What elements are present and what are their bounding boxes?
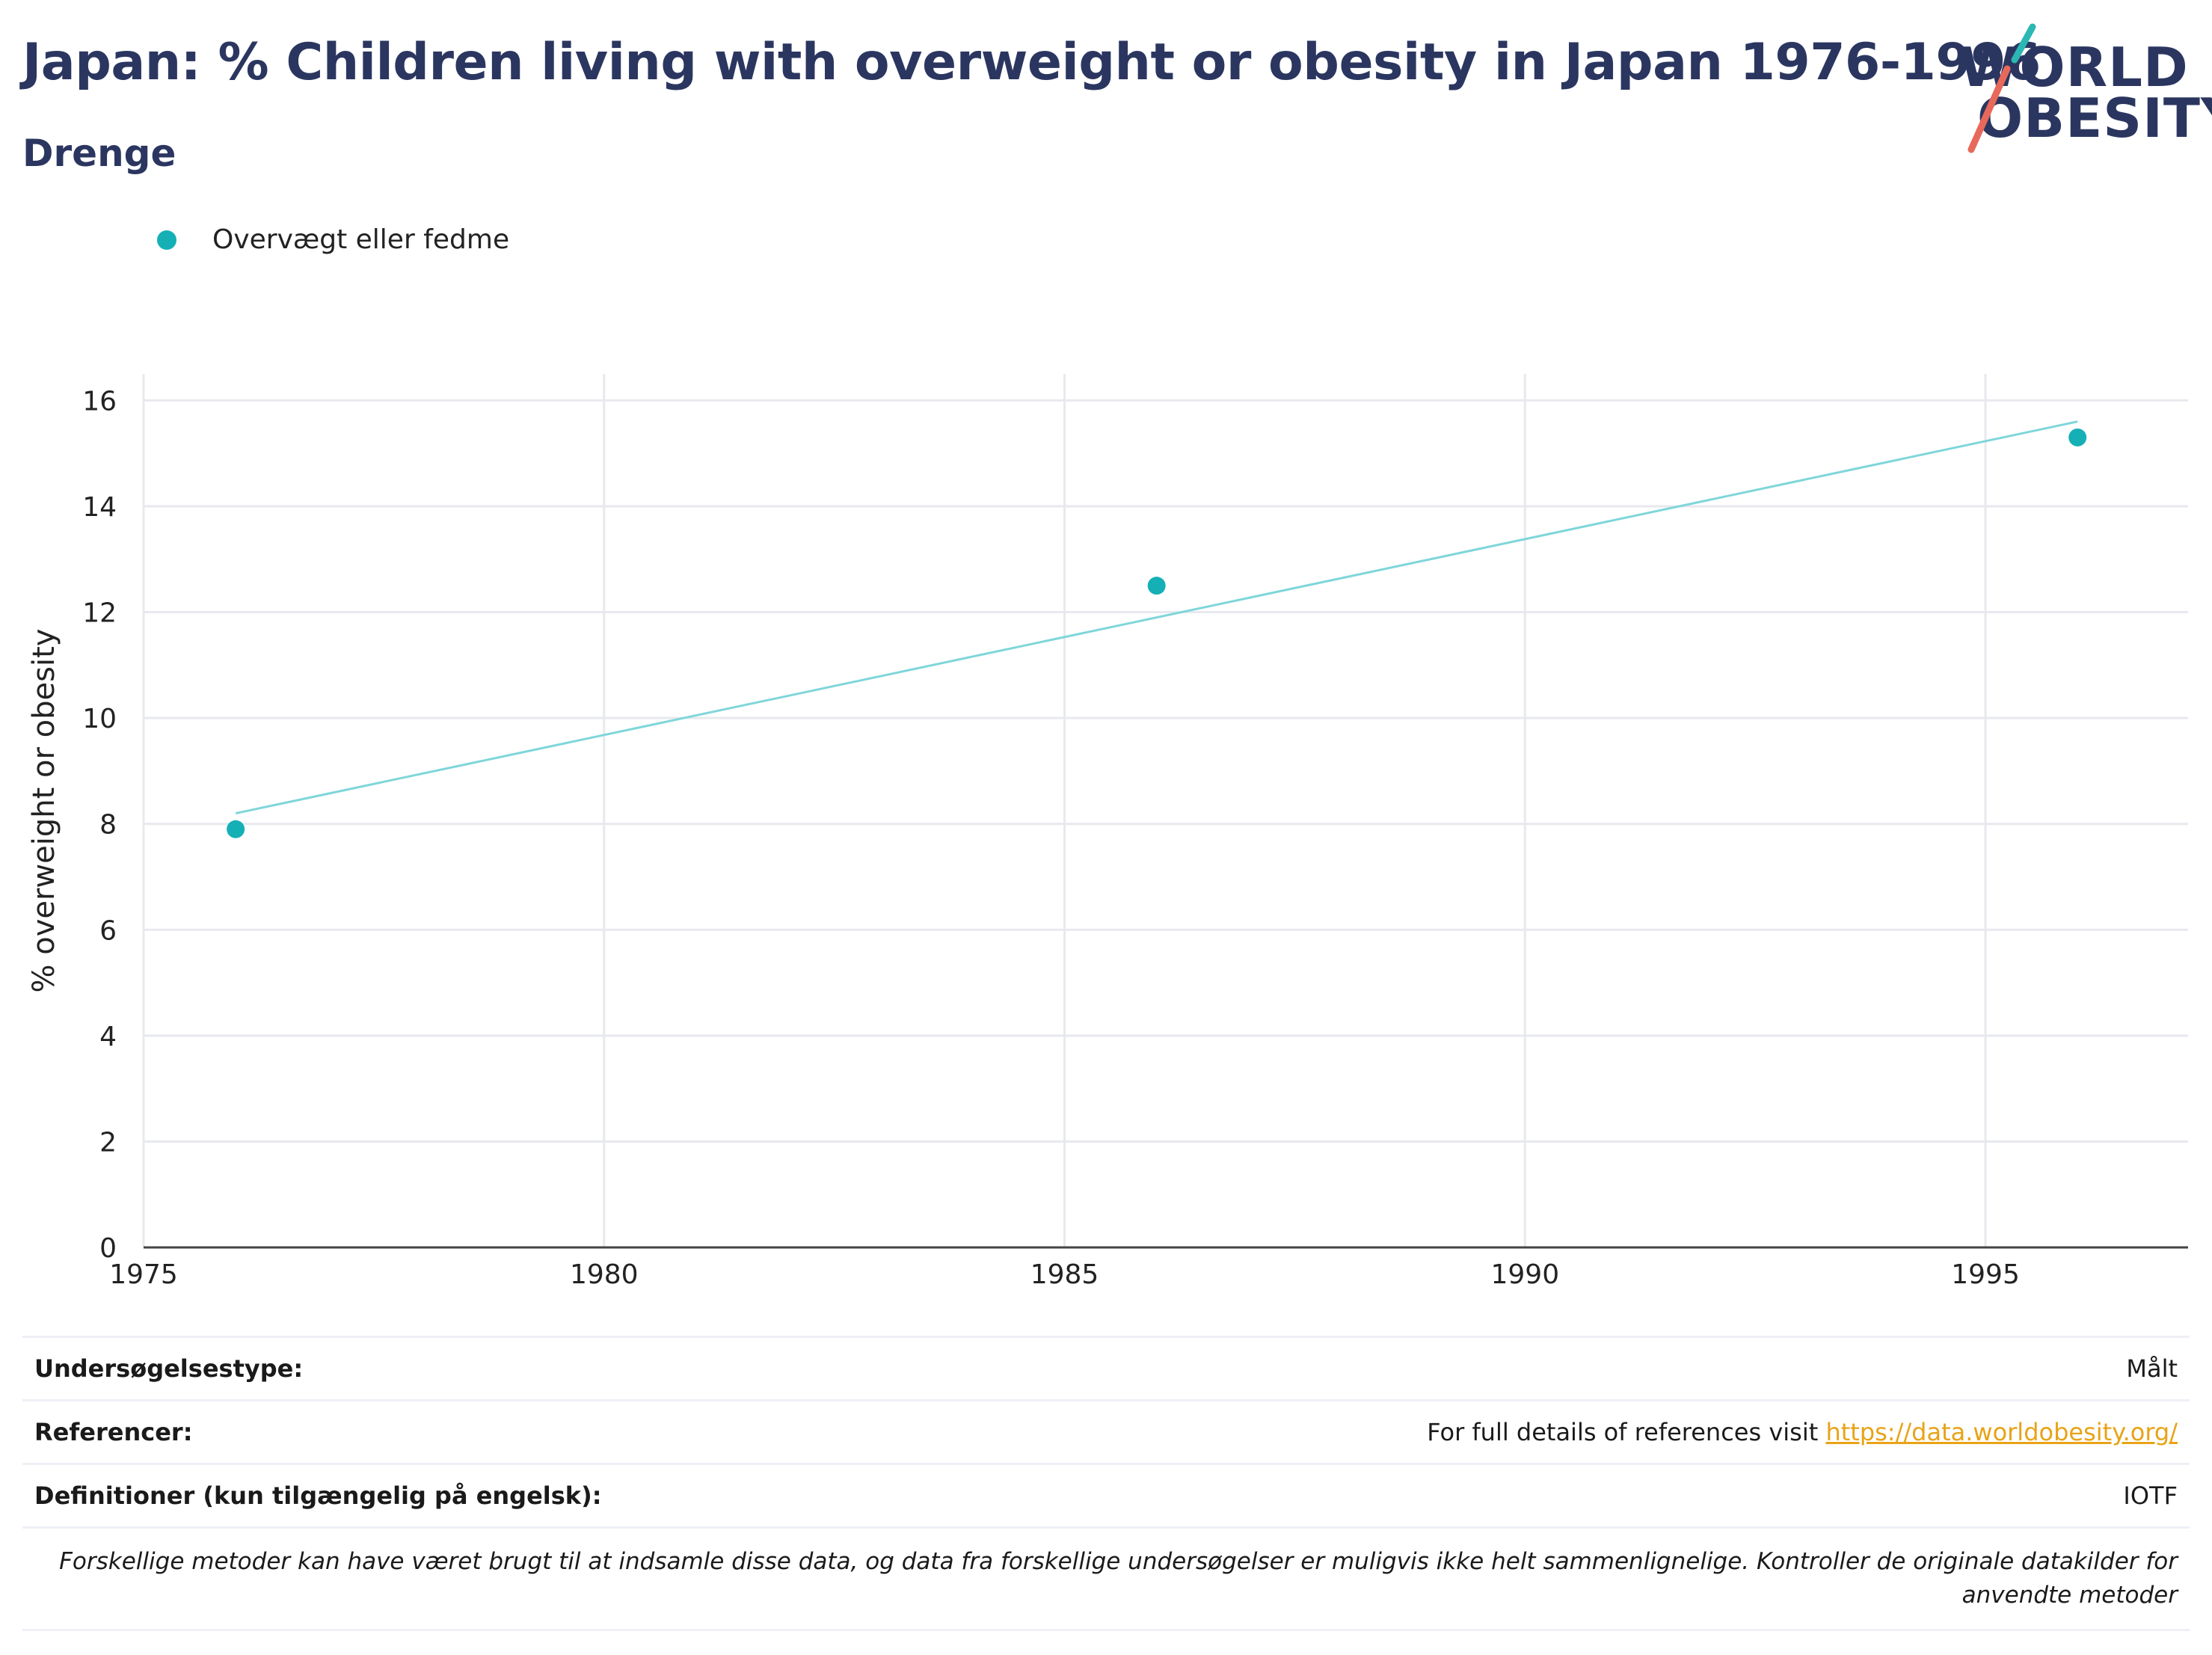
info-row-definitions: Definitioner (kun tilgængelig på engelsk…	[22, 1463, 2190, 1526]
x-tick-label: 1995	[1951, 1259, 2020, 1290]
methods-note: Forskellige metoder kan have været brugt…	[22, 1526, 2190, 1631]
data-point	[1147, 577, 1166, 595]
x-tick-label: 1985	[1030, 1259, 1099, 1290]
y-tick-label: 14	[82, 492, 117, 523]
chart-plot: 0 2 4 6 8 10 12 14 16 1975 1980 1985 1990 1995 % overw…	[27, 374, 2188, 1290]
references-value: For full details of references visit htt…	[1427, 1418, 2178, 1446]
y-axis-title: % overweight or obesity	[27, 629, 61, 993]
x-tick-label: 1975	[109, 1259, 178, 1290]
x-tick-label: 1980	[570, 1259, 639, 1290]
references-text: For full details of references visit	[1427, 1418, 1826, 1446]
definitions-value: IOTF	[2123, 1481, 2178, 1510]
world-obesity-logo: WORLD OBESITY	[1944, 22, 2212, 157]
logo-slash-icon	[1967, 23, 2036, 153]
y-tick-label: 12	[82, 598, 117, 629]
legend: Overvægt eller fedme	[157, 224, 509, 255]
legend-marker	[157, 230, 176, 250]
y-tick-label: 16	[82, 386, 117, 417]
trend-line	[235, 420, 2078, 815]
logo-line-2: OBESITY	[1977, 87, 2212, 150]
data-point	[227, 820, 245, 838]
y-tick-label: 8	[99, 810, 117, 841]
info-row-references: Referencer: For full details of referenc…	[22, 1399, 2190, 1463]
data-point	[2068, 428, 2087, 446]
definitions-label: Definitioner (kun tilgængelig på engelsk…	[34, 1481, 602, 1510]
chart-title: Japan: % Children living with overweight…	[22, 33, 2041, 92]
y-tick-label: 10	[82, 704, 117, 734]
x-tick-label: 1990	[1490, 1259, 1559, 1290]
y-tick-label: 2	[99, 1127, 117, 1158]
references-link[interactable]: https://data.worldobesity.org/	[1825, 1418, 2178, 1446]
chart-subtitle: Drenge	[22, 132, 176, 175]
y-tick-label: 6	[99, 915, 117, 946]
y-tick-label: 0	[99, 1233, 117, 1264]
survey-type-value: Målt	[2126, 1354, 2178, 1383]
references-label: Referencer:	[34, 1418, 193, 1446]
y-tick-label: 4	[99, 1022, 117, 1052]
info-table: Undersøgelsestype: Målt Referencer: For …	[22, 1336, 2190, 1631]
legend-label: Overvægt eller fedme	[212, 224, 510, 255]
info-row-survey-type: Undersøgelsestype: Målt	[22, 1336, 2190, 1399]
survey-type-label: Undersøgelsestype:	[34, 1354, 304, 1383]
